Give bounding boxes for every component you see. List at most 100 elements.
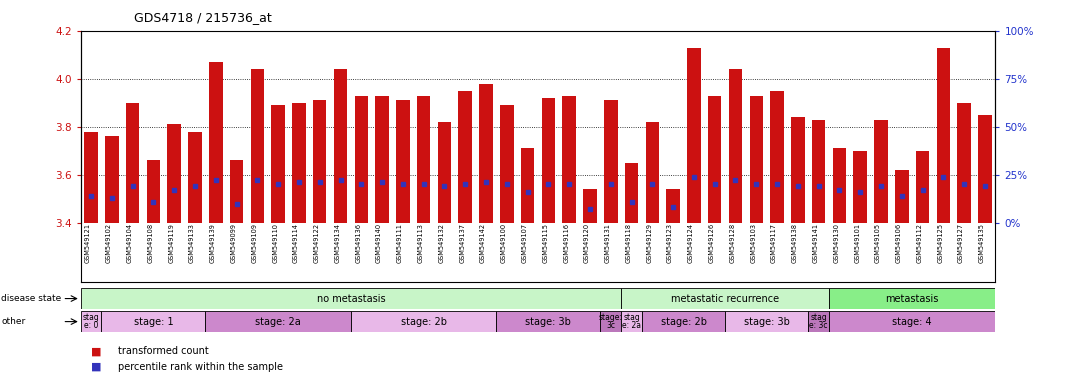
Text: GSM549103: GSM549103	[750, 223, 756, 263]
Bar	[81, 311, 101, 332]
Bar	[621, 288, 829, 309]
Text: GSM549102: GSM549102	[105, 223, 112, 263]
Bar	[725, 311, 808, 332]
Bar	[351, 311, 496, 332]
Bar	[188, 132, 202, 223]
Bar	[688, 48, 700, 223]
Text: GSM549118: GSM549118	[625, 223, 632, 263]
Text: GSM549113: GSM549113	[417, 223, 424, 263]
Text: stage:
3c: stage: 3c	[599, 313, 623, 330]
Text: stag
e: 0: stag e: 0	[83, 313, 99, 330]
Text: GSM549104: GSM549104	[127, 223, 132, 263]
Text: stag
e: 3c: stag e: 3c	[809, 313, 827, 330]
Bar	[230, 161, 243, 223]
Text: GSM549138: GSM549138	[792, 223, 797, 263]
Bar	[604, 100, 618, 223]
Bar	[829, 311, 995, 332]
Bar	[84, 132, 98, 223]
Text: GSM549107: GSM549107	[522, 223, 527, 263]
Text: GSM549114: GSM549114	[293, 223, 299, 263]
Text: transformed count: transformed count	[118, 346, 209, 356]
Bar	[621, 311, 642, 332]
Bar	[642, 311, 725, 332]
Text: GSM549135: GSM549135	[979, 223, 985, 263]
Text: GSM549119: GSM549119	[168, 223, 174, 263]
Bar	[666, 189, 680, 223]
Text: stage: 2b: stage: 2b	[661, 316, 707, 327]
Bar	[376, 96, 388, 223]
Text: GSM549112: GSM549112	[917, 223, 922, 263]
Text: GSM549134: GSM549134	[335, 223, 340, 263]
Text: GSM549123: GSM549123	[667, 223, 674, 263]
Text: GSM549099: GSM549099	[230, 223, 237, 263]
Bar	[81, 288, 621, 309]
Text: other: other	[1, 317, 26, 326]
Bar	[458, 91, 472, 223]
Text: GSM549124: GSM549124	[688, 223, 694, 263]
Bar	[101, 311, 206, 332]
Text: GSM549110: GSM549110	[272, 223, 279, 263]
Text: GSM549136: GSM549136	[355, 223, 362, 263]
Text: GSM549115: GSM549115	[542, 223, 549, 263]
Text: GSM549108: GSM549108	[147, 223, 154, 263]
Bar	[334, 69, 348, 223]
Bar	[521, 148, 535, 223]
Bar	[646, 122, 660, 223]
Text: GSM549139: GSM549139	[210, 223, 216, 263]
Bar	[479, 84, 493, 223]
Bar	[600, 311, 621, 332]
Bar	[770, 91, 783, 223]
Text: ■: ■	[91, 362, 105, 372]
Text: GSM549140: GSM549140	[377, 223, 382, 263]
Bar	[958, 103, 971, 223]
Bar	[936, 48, 950, 223]
Bar	[313, 100, 326, 223]
Text: percentile rank within the sample: percentile rank within the sample	[118, 362, 283, 372]
Bar	[829, 288, 995, 309]
Bar	[500, 105, 513, 223]
Text: stage: 3b: stage: 3b	[525, 316, 571, 327]
Text: GSM549121: GSM549121	[85, 223, 91, 263]
Bar	[750, 96, 763, 223]
Bar	[271, 105, 285, 223]
Text: GSM549130: GSM549130	[834, 223, 839, 263]
Text: stage: 3b: stage: 3b	[744, 316, 790, 327]
Bar	[728, 69, 742, 223]
Bar	[583, 189, 597, 223]
Bar	[416, 96, 430, 223]
Bar	[895, 170, 908, 223]
Text: stage: 4: stage: 4	[892, 316, 932, 327]
Bar	[541, 98, 555, 223]
Text: stage: 2b: stage: 2b	[400, 316, 447, 327]
Text: GSM549106: GSM549106	[895, 223, 902, 263]
Text: GSM549100: GSM549100	[500, 223, 507, 263]
Text: GSM549116: GSM549116	[563, 223, 569, 263]
Bar	[916, 151, 930, 223]
Text: GSM549117: GSM549117	[771, 223, 777, 263]
Text: stage: 1: stage: 1	[133, 316, 173, 327]
Bar	[808, 311, 829, 332]
Text: GSM549126: GSM549126	[709, 223, 714, 263]
Text: metastatic recurrence: metastatic recurrence	[671, 293, 779, 304]
Text: metastasis: metastasis	[886, 293, 939, 304]
Text: GSM549127: GSM549127	[958, 223, 964, 263]
Bar	[625, 163, 638, 223]
Text: GSM549101: GSM549101	[854, 223, 860, 263]
Bar	[126, 103, 140, 223]
Bar	[206, 311, 351, 332]
Bar	[874, 119, 888, 223]
Text: no metastasis: no metastasis	[316, 293, 385, 304]
Bar	[833, 148, 846, 223]
Text: GSM549131: GSM549131	[605, 223, 611, 263]
Text: GSM549141: GSM549141	[812, 223, 819, 263]
Bar	[791, 117, 805, 223]
Text: GSM549125: GSM549125	[937, 223, 944, 263]
Bar	[293, 103, 306, 223]
Text: disease state: disease state	[1, 294, 61, 303]
Text: GSM549122: GSM549122	[314, 223, 320, 263]
Text: GSM549132: GSM549132	[438, 223, 444, 263]
Text: GSM549105: GSM549105	[875, 223, 881, 263]
Text: GSM549111: GSM549111	[397, 223, 402, 263]
Bar	[168, 124, 181, 223]
Bar	[105, 136, 118, 223]
